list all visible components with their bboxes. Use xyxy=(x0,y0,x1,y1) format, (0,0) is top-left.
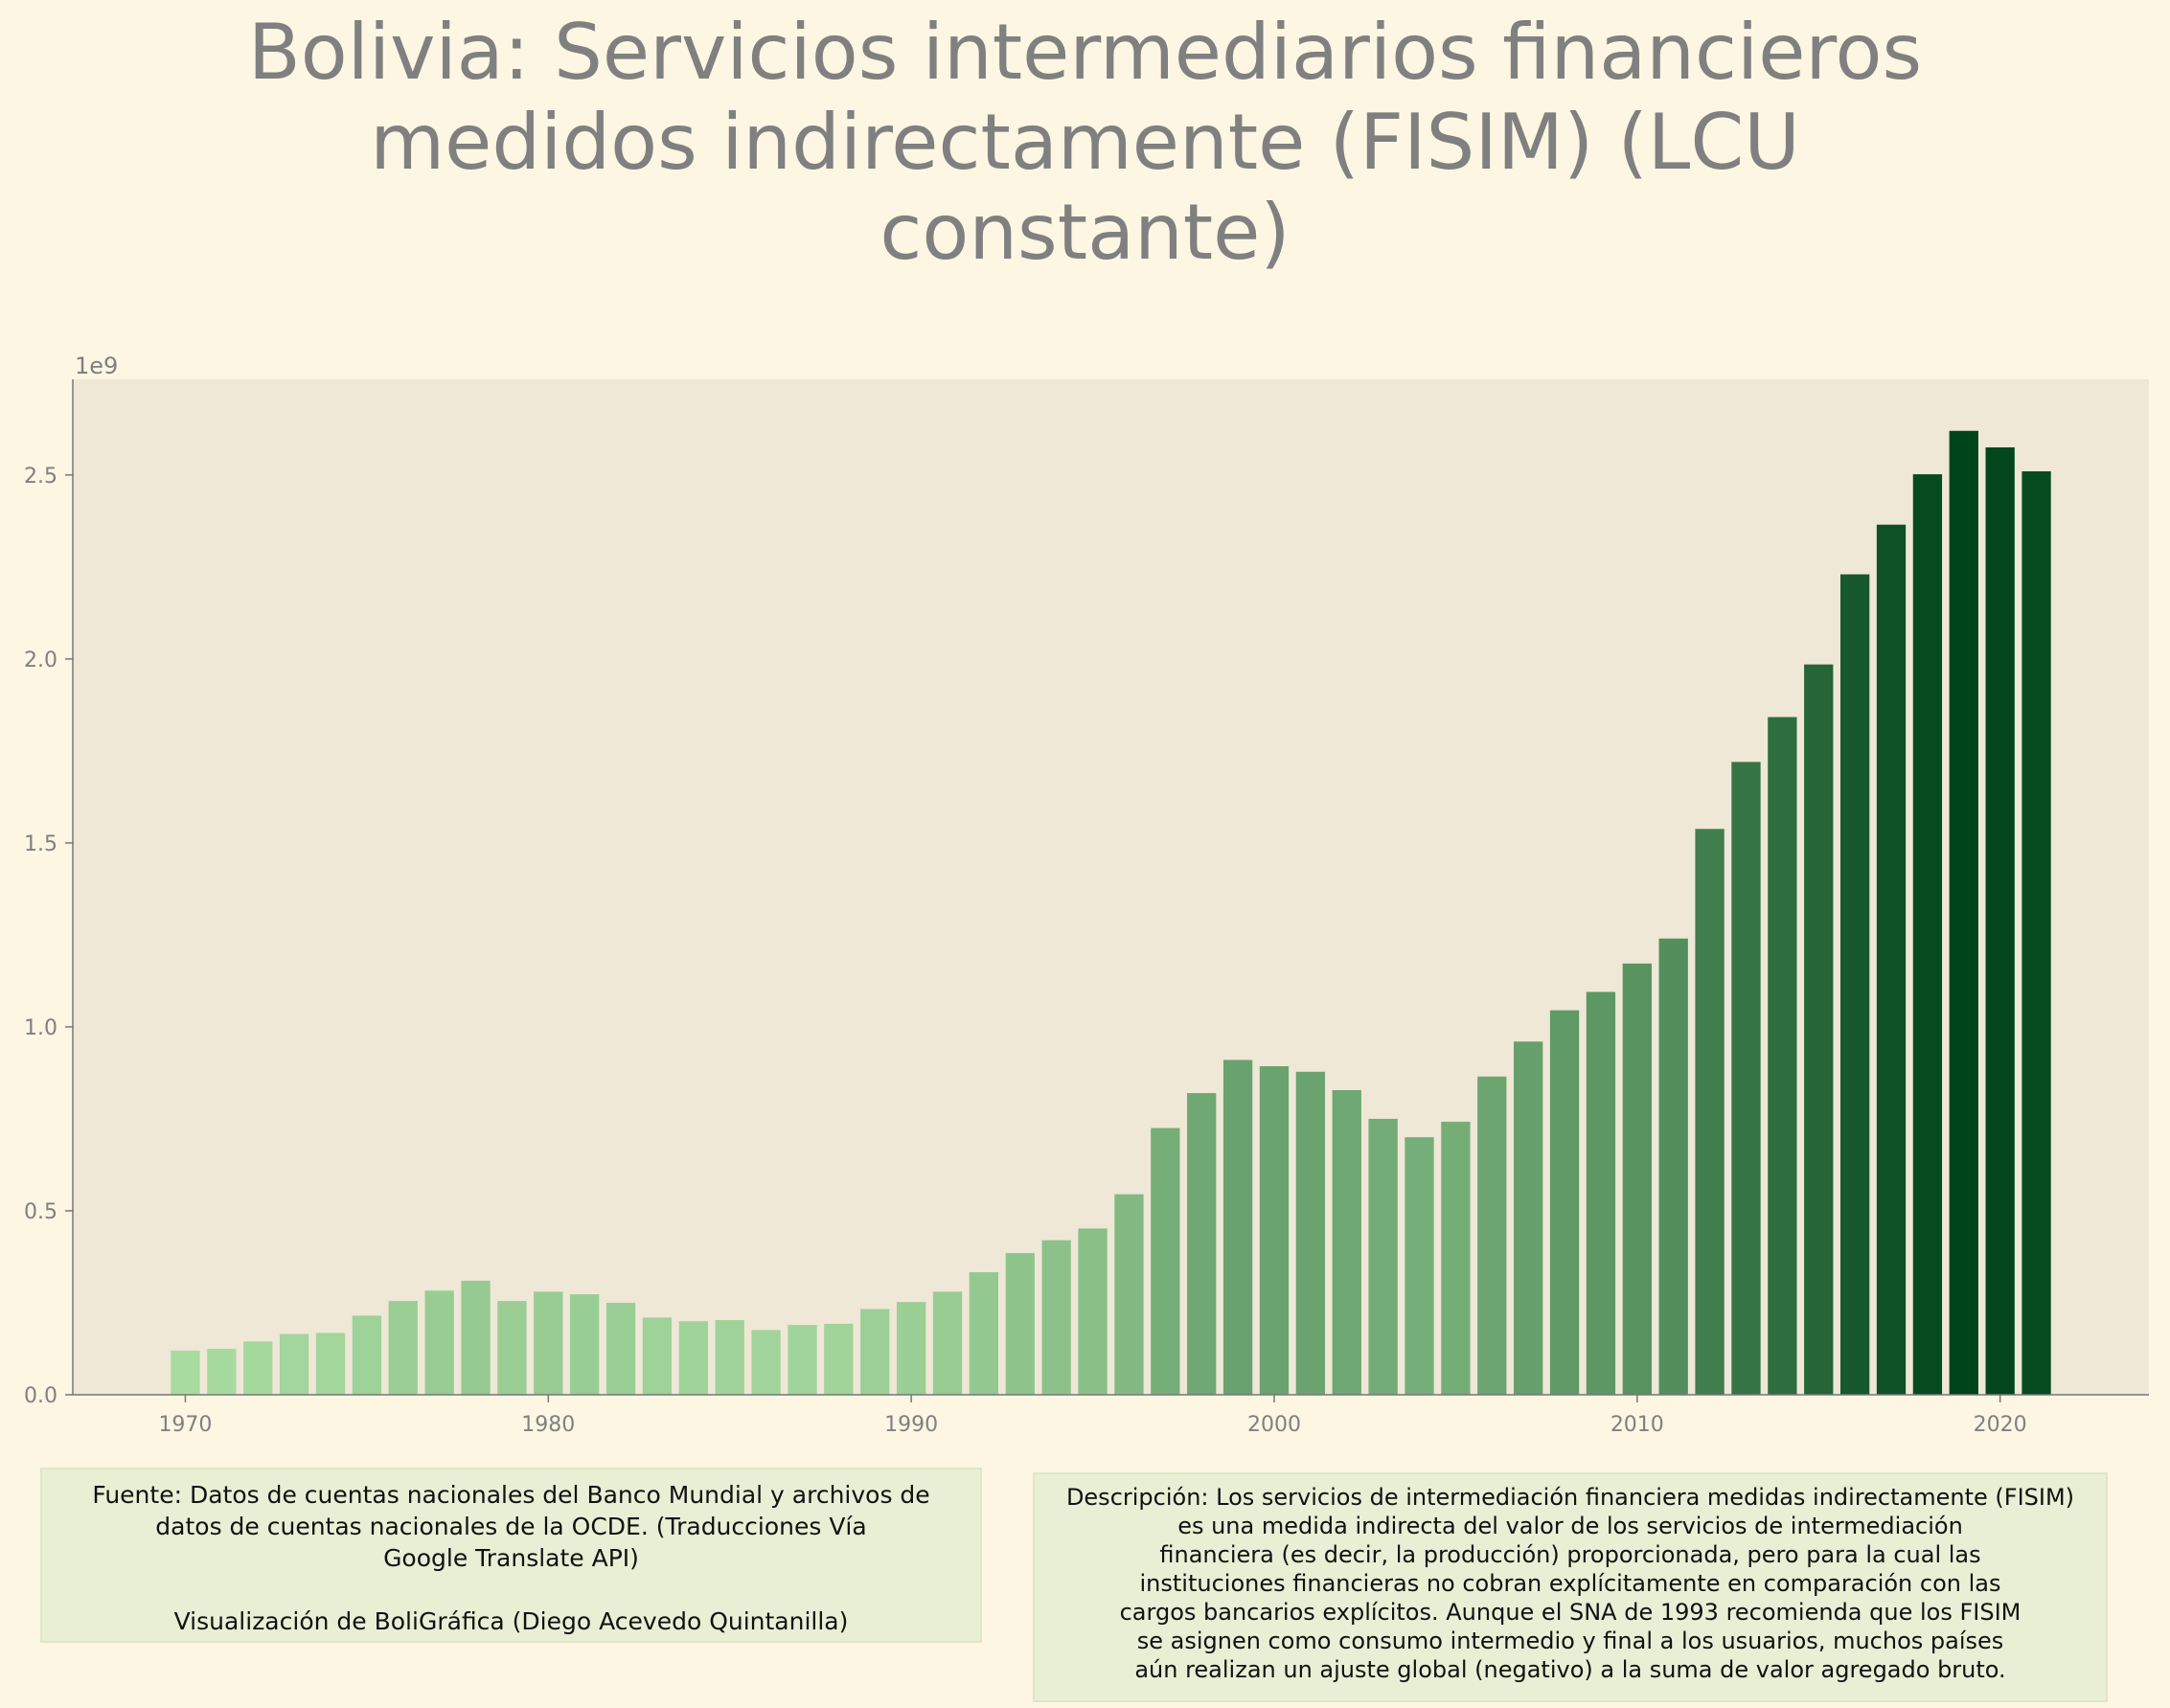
bar-1970 xyxy=(171,1350,200,1395)
description-line: financiera (es decir, la producción) pro… xyxy=(1159,1541,1981,1568)
bar-1997 xyxy=(1151,1127,1180,1395)
y-tick-label: 0.5 xyxy=(24,1200,57,1224)
y-ticks-group: 0.0 0.5 1.0 1.5 2.0 2.5 xyxy=(24,465,73,1408)
description-line: es una medida indirecta del valor de los… xyxy=(1177,1513,1963,1539)
y-tick-label: 0.0 xyxy=(24,1384,57,1408)
bar-2017 xyxy=(1876,524,1907,1395)
description-box: Descripción: Los servicios de intermedia… xyxy=(1033,1472,2108,1702)
bar-1971 xyxy=(207,1348,237,1395)
y-tick-label: 1.5 xyxy=(24,832,57,856)
bar-2021 xyxy=(2022,471,2051,1395)
bar-2020 xyxy=(1985,447,2015,1395)
x-tick-label: 2000 xyxy=(1247,1413,1301,1437)
bar-1984 xyxy=(678,1321,708,1395)
source-line xyxy=(42,1574,980,1606)
title-line: constante) xyxy=(879,188,1291,277)
bar-2018 xyxy=(1912,474,1943,1396)
plot-area xyxy=(73,379,2149,1395)
y-tick-label: 2.0 xyxy=(24,649,57,672)
chart-title: Bolivia: Servicios intermediarios financ… xyxy=(0,8,2170,278)
bar-2008 xyxy=(1549,1010,1580,1395)
bar-1989 xyxy=(860,1309,890,1395)
bar-1972 xyxy=(243,1341,273,1395)
bar-1990 xyxy=(896,1302,926,1395)
bar-1996 xyxy=(1114,1194,1144,1395)
bar-2009 xyxy=(1586,991,1616,1395)
x-ticks-group: 1970 1980 1990 2000 2010 2020 xyxy=(158,1395,2027,1437)
bar-1999 xyxy=(1222,1059,1253,1395)
bar-2011 xyxy=(1658,938,1688,1395)
x-tick-label: 2010 xyxy=(1610,1413,1664,1437)
description-line: cargos bancarios explícitos. Aunque el S… xyxy=(1119,1599,2022,1626)
bar-2019 xyxy=(1949,430,1978,1395)
description-line: aún realizan un ajuste global (negativo)… xyxy=(1134,1656,2006,1683)
y-tick-label: 1.0 xyxy=(24,1016,57,1040)
bar-1980 xyxy=(534,1291,563,1395)
bar-1998 xyxy=(1187,1093,1217,1395)
bar-1995 xyxy=(1078,1228,1108,1395)
bar-1982 xyxy=(605,1302,636,1395)
x-tick-label: 1990 xyxy=(884,1413,938,1437)
bar-1978 xyxy=(461,1280,491,1395)
bar-1994 xyxy=(1041,1240,1071,1395)
bar-1993 xyxy=(1005,1253,1035,1395)
bar-1992 xyxy=(969,1272,999,1395)
bar-1975 xyxy=(352,1315,382,1395)
x-tick-label: 1970 xyxy=(158,1413,212,1437)
bar-1987 xyxy=(788,1325,817,1395)
bar-1974 xyxy=(315,1332,346,1395)
bar-2005 xyxy=(1441,1122,1471,1395)
source-line: datos de cuentas nacionales de la OCDE. … xyxy=(155,1513,867,1540)
bar-2003 xyxy=(1368,1118,1398,1395)
bar-2004 xyxy=(1405,1137,1434,1395)
bars-group xyxy=(171,430,2051,1396)
bar-2000 xyxy=(1259,1066,1290,1395)
bar-2002 xyxy=(1332,1090,1361,1395)
x-tick-label: 2020 xyxy=(1974,1413,2027,1437)
bar-2013 xyxy=(1731,762,1761,1395)
axis-offset-label: 1e9 xyxy=(75,353,118,379)
bar-1988 xyxy=(824,1323,854,1395)
bar-1983 xyxy=(642,1317,673,1395)
title-line: medidos indirectamente (FISIM) (LCU xyxy=(370,98,1800,187)
bar-2014 xyxy=(1768,717,1797,1395)
bar-1973 xyxy=(279,1333,309,1395)
bar-1985 xyxy=(715,1320,744,1395)
bar-2010 xyxy=(1622,963,1652,1395)
y-tick-label: 2.5 xyxy=(24,465,57,489)
bar-1986 xyxy=(751,1330,781,1395)
axes-group xyxy=(72,379,2149,1396)
source-line: Fuente: Datos de cuentas nacionales del … xyxy=(92,1481,930,1509)
description-line: se asignen como consumo intermedio y fin… xyxy=(1136,1628,2004,1654)
title-line: Bolivia: Servicios intermediarios financ… xyxy=(247,8,1923,97)
bar-2007 xyxy=(1514,1041,1543,1395)
description-line: instituciones financieras no cobran expl… xyxy=(1139,1570,2001,1597)
bar-1991 xyxy=(932,1291,963,1395)
bar-2012 xyxy=(1695,829,1725,1395)
bar-2015 xyxy=(1804,664,1834,1395)
bar-2016 xyxy=(1839,574,1870,1395)
description-line: Descripción: Los servicios de intermedia… xyxy=(1065,1484,2075,1511)
bar-2006 xyxy=(1477,1076,1507,1395)
source-box: Fuente: Datos de cuentas nacionales del … xyxy=(40,1468,982,1643)
bar-1977 xyxy=(424,1290,454,1395)
bar-1976 xyxy=(388,1301,418,1395)
bar-1979 xyxy=(497,1301,527,1395)
x-tick-label: 1980 xyxy=(521,1413,575,1437)
source-line: Visualización de BoliGráfica (Diego Acev… xyxy=(173,1607,849,1635)
source-line: Google Translate API) xyxy=(383,1544,639,1572)
bar-2001 xyxy=(1295,1071,1326,1395)
bar-1981 xyxy=(570,1294,600,1395)
